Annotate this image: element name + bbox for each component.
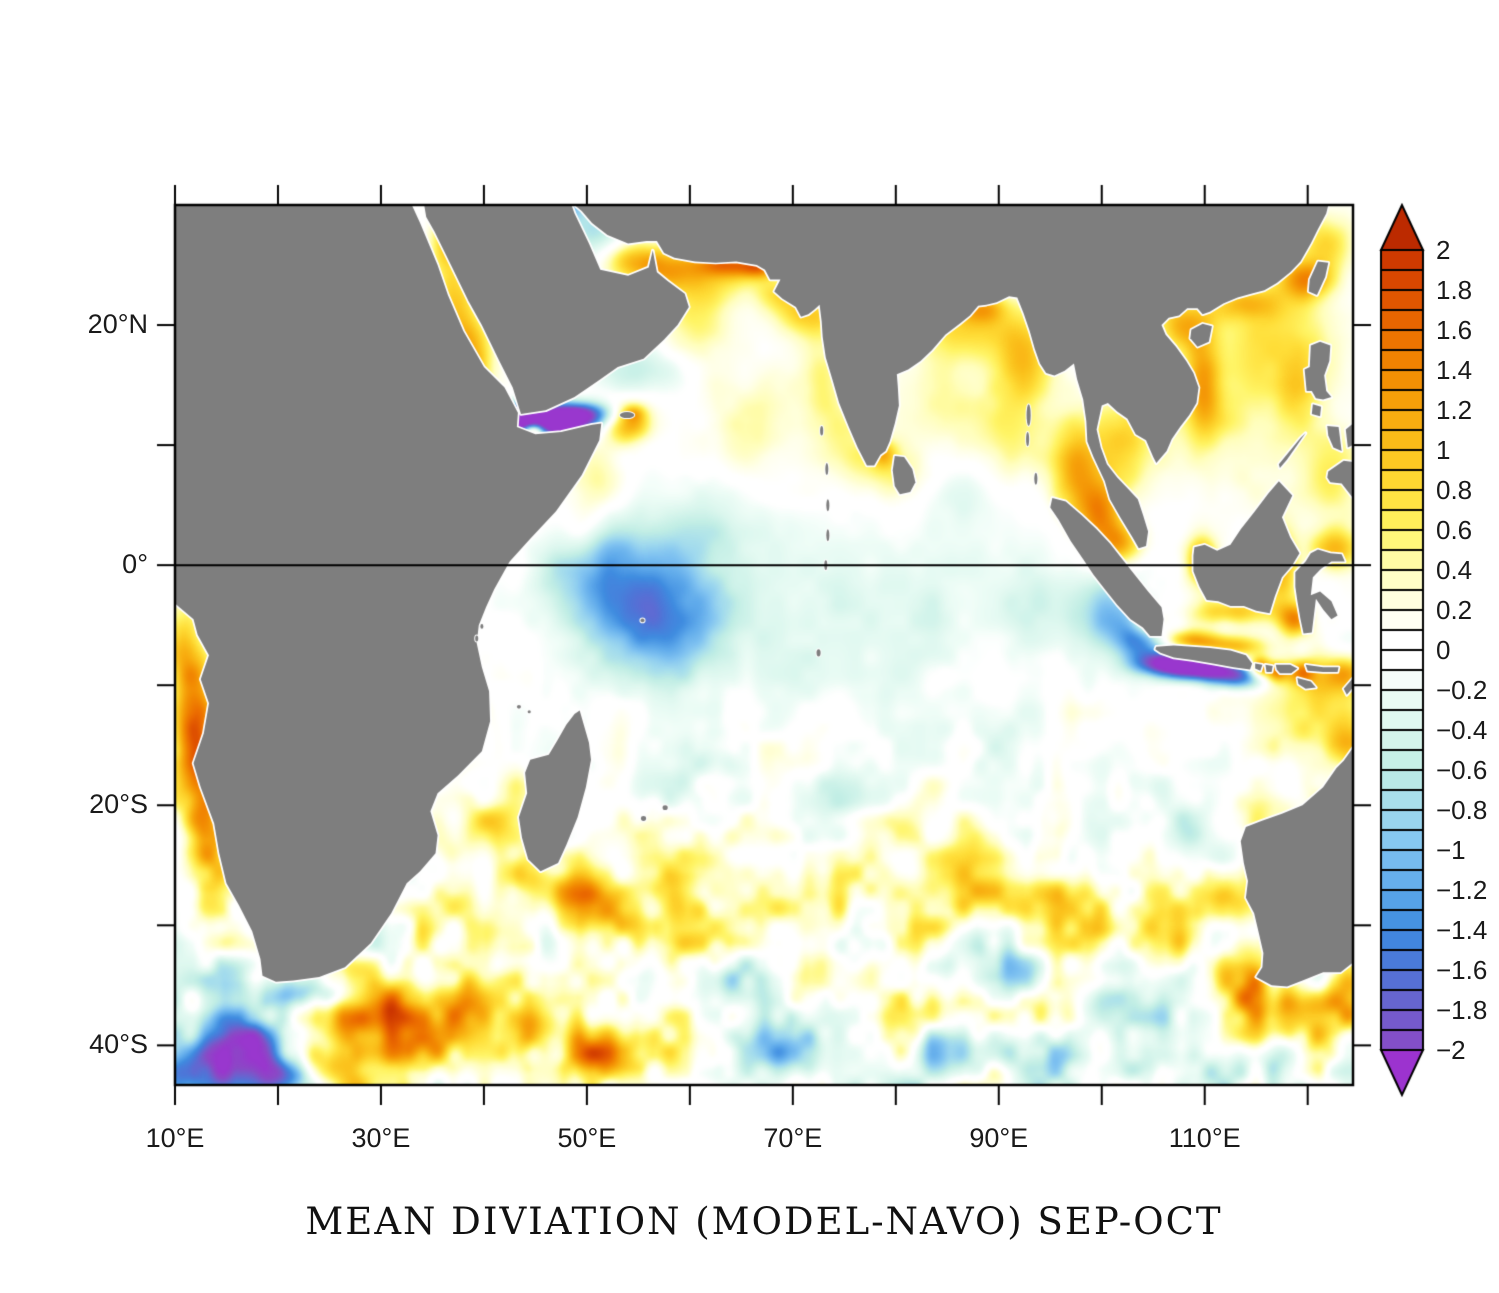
y-axis-label: 40°S bbox=[89, 1029, 148, 1060]
colorbar-label: 0.6 bbox=[1436, 515, 1473, 545]
colorbar-label: −1 bbox=[1436, 835, 1466, 865]
colorbar-label: 0.8 bbox=[1436, 475, 1473, 505]
colorbar-label: −1.2 bbox=[1436, 875, 1488, 905]
colorbar-label: −0.8 bbox=[1436, 795, 1488, 825]
x-axis-label: 30°E bbox=[351, 1123, 411, 1153]
x-axis-label: 70°E bbox=[763, 1123, 823, 1153]
colorbar-label: 0.4 bbox=[1436, 555, 1473, 585]
x-axis-label: 10°E bbox=[145, 1123, 205, 1153]
colorbar-label: 1.8 bbox=[1436, 275, 1473, 305]
colorbar-label: −1.6 bbox=[1436, 955, 1488, 985]
colorbar-label: −0.6 bbox=[1436, 755, 1488, 785]
colorbar-label: −0.2 bbox=[1436, 675, 1488, 705]
colorbar-label: −0.4 bbox=[1436, 715, 1488, 745]
x-axis-label: 90°E bbox=[969, 1123, 1029, 1153]
chart-title: MEAN DIVIATION (MODEL-NAVO) SEP-OCT bbox=[305, 1200, 1223, 1243]
colorbar-label: 1.4 bbox=[1436, 355, 1473, 385]
colorbar-label: 0 bbox=[1436, 635, 1451, 665]
y-axis-label: 20°S bbox=[89, 789, 148, 820]
colorbar-label: −1.4 bbox=[1436, 915, 1488, 945]
colorbar-label: −1.8 bbox=[1436, 995, 1488, 1025]
colorbar-label: 1.6 bbox=[1436, 315, 1473, 345]
colorbar-label: 1.2 bbox=[1436, 395, 1473, 425]
colorbar-label: 2 bbox=[1436, 235, 1451, 265]
colorbar-label: 0.2 bbox=[1436, 595, 1473, 625]
x-axis-label: 110°E bbox=[1168, 1123, 1241, 1153]
y-axis-label: 20°N bbox=[87, 309, 148, 340]
colorbar-label: 1 bbox=[1436, 435, 1451, 465]
x-axis-label: 50°E bbox=[557, 1123, 617, 1153]
y-axis-label: 0° bbox=[122, 549, 148, 580]
colorbar-label: −2 bbox=[1436, 1035, 1466, 1065]
